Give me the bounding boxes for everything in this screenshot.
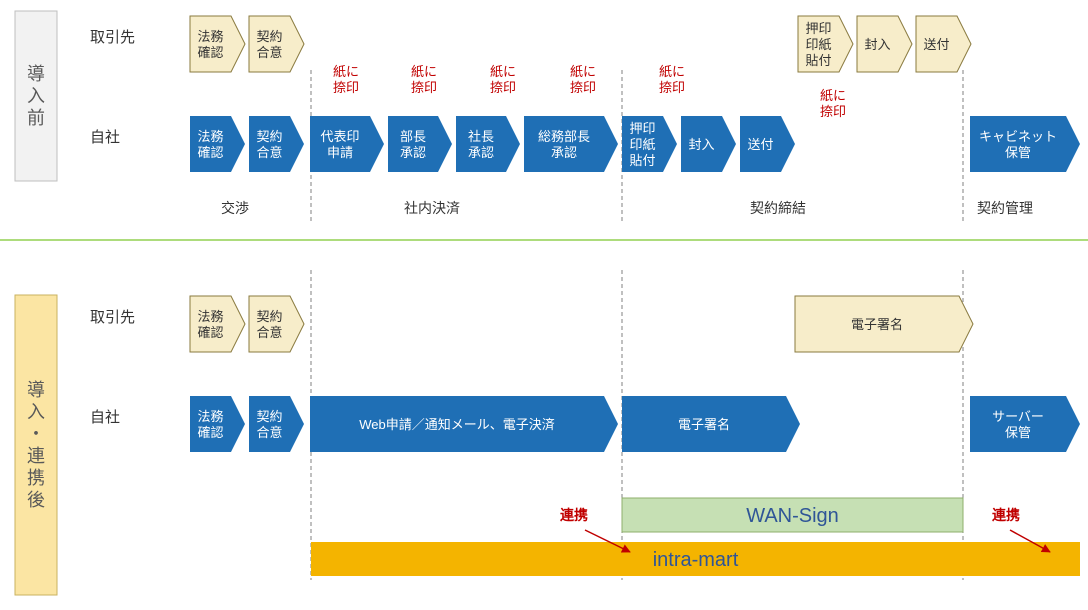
row-label: 自社 <box>90 129 120 146</box>
row-label: 取引先 <box>90 29 135 46</box>
section-box <box>15 295 57 595</box>
step-label: 保管 <box>1005 425 1031 440</box>
step-label: 合意 <box>256 45 282 60</box>
step-label: 合意 <box>256 425 282 440</box>
step-label: 電子署名 <box>678 417 730 432</box>
red-note: 紙に <box>490 64 516 79</box>
step-label: 確認 <box>197 425 223 440</box>
section-label: 後 <box>27 490 45 510</box>
system-label: intra-mart <box>653 549 739 571</box>
red-note: 捺印 <box>490 80 516 95</box>
red-note: 紙に <box>820 88 846 103</box>
step-label: 総務部長 <box>538 129 590 144</box>
section-label: 導 <box>27 64 45 84</box>
process-step <box>310 116 384 172</box>
step-label: 申請 <box>327 145 353 160</box>
process-step <box>524 116 618 172</box>
step-label: 電子署名 <box>851 317 903 332</box>
step-label: 印紙 <box>805 37 831 52</box>
step-label: 確認 <box>197 145 223 160</box>
step-label: 合意 <box>256 325 282 340</box>
step-label: 契約 <box>256 29 282 44</box>
link-label: 連携 <box>560 507 588 523</box>
step-label: 法務 <box>197 29 223 44</box>
step-label: 法務 <box>197 129 223 144</box>
step-label: 印紙 <box>629 137 655 152</box>
step-label: 合意 <box>256 145 282 160</box>
red-note: 捺印 <box>659 80 685 95</box>
phase-label: 社内決済 <box>404 200 460 216</box>
step-label: 貼付 <box>805 53 831 68</box>
section-label: 入 <box>27 402 45 422</box>
section-label: 入 <box>27 86 45 106</box>
section-label: 導 <box>27 380 45 400</box>
red-note: 紙に <box>411 64 437 79</box>
red-note: 紙に <box>659 64 685 79</box>
step-label: 押印 <box>805 21 831 36</box>
row-label: 取引先 <box>90 309 135 326</box>
step-label: 法務 <box>197 409 223 424</box>
red-note: 捺印 <box>333 80 359 95</box>
step-label: 契約 <box>256 309 282 324</box>
phase-label: 契約締結 <box>750 200 806 216</box>
step-label: 代表印 <box>320 129 359 144</box>
process-diagram: 導入前導入・連携後取引先自社取引先自社交渉社内決済契約締結契約管理紙に捺印紙に捺… <box>0 0 1088 610</box>
red-note: 捺印 <box>820 104 846 119</box>
step-label: 送付 <box>923 37 949 52</box>
step-label: 送付 <box>747 137 773 152</box>
step-label: 確認 <box>197 45 223 60</box>
link-label: 連携 <box>992 507 1020 523</box>
red-note: 紙に <box>333 64 359 79</box>
step-label: 確認 <box>197 325 223 340</box>
red-note: 捺印 <box>411 80 437 95</box>
red-note: 紙に <box>570 64 596 79</box>
step-label: 封入 <box>688 137 714 152</box>
process-step <box>970 116 1080 172</box>
section-label: 携 <box>27 468 45 488</box>
step-label: キャビネット <box>979 129 1057 144</box>
step-label: 承認 <box>551 145 577 160</box>
step-label: 保管 <box>1005 145 1031 160</box>
step-label: 貼付 <box>629 153 655 168</box>
section-label: 連 <box>27 446 45 466</box>
red-note: 捺印 <box>570 80 596 95</box>
system-label: WAN-Sign <box>746 505 839 527</box>
step-label: 部長 <box>400 129 426 144</box>
step-label: 承認 <box>400 145 426 160</box>
step-label: 法務 <box>197 309 223 324</box>
step-label: 押印 <box>629 121 655 136</box>
step-label: サーバー <box>992 409 1044 424</box>
row-label: 自社 <box>90 409 120 426</box>
section-label: ・ <box>27 424 45 444</box>
step-label: 社長 <box>468 129 494 144</box>
section-label: 前 <box>27 108 45 128</box>
step-label: 契約 <box>256 129 282 144</box>
step-label: Web申請／通知メール、電子決済 <box>359 417 555 432</box>
phase-label: 契約管理 <box>977 200 1033 216</box>
process-step <box>970 396 1080 452</box>
phase-label: 交渉 <box>221 200 249 216</box>
step-label: 契約 <box>256 409 282 424</box>
step-label: 承認 <box>468 145 494 160</box>
step-label: 封入 <box>864 37 890 52</box>
